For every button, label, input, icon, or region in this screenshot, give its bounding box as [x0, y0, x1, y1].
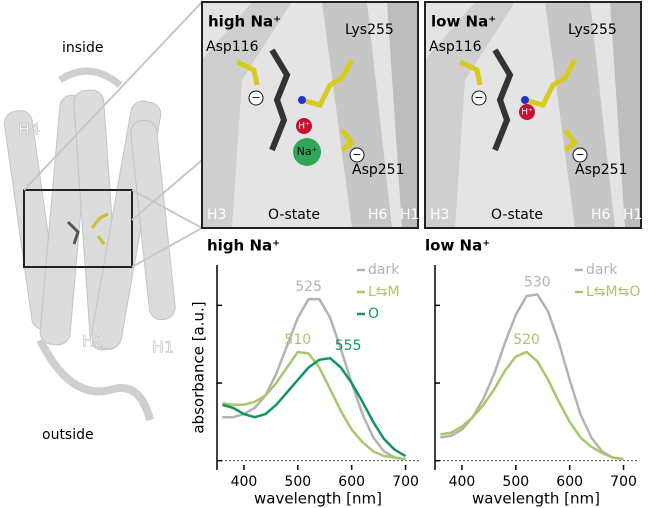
proton-circle [296, 118, 312, 134]
y-axis-label: absorbance [a.u.] [190, 301, 208, 433]
legend-label: dark [368, 262, 400, 278]
peak-label: 555 [335, 338, 362, 354]
charge-label: − [352, 148, 361, 161]
helix-band [545, 2, 615, 228]
peak-label: 525 [295, 279, 322, 295]
residue-label: Lys255 [568, 22, 617, 38]
structure-panels: high Na⁺ Asp116 Lys255 Asp251 H3 H6 H1 O-state −… [201, 1, 642, 229]
x-tick-label: 500 [284, 474, 311, 490]
nitrogen [298, 96, 306, 104]
helix-band [425, 2, 515, 228]
peak-label: 520 [513, 332, 540, 348]
series-line [222, 297, 406, 461]
charge-circle [471, 90, 487, 106]
proton-label: H⁺ [521, 108, 533, 118]
series-line [440, 293, 624, 461]
nitrogen [521, 96, 529, 104]
charge-label: − [575, 148, 584, 161]
proton-label: H⁺ [298, 122, 310, 132]
residue-label: Lys255 [345, 22, 394, 38]
sodium-circle [293, 138, 321, 166]
panel-border [201, 1, 419, 229]
zoom-box [23, 189, 133, 268]
charge-circle [572, 147, 588, 163]
panel-title: low Na⁺ [431, 13, 496, 31]
legend-label: L⇆M [368, 284, 400, 300]
helix-label: H3 [207, 207, 226, 223]
legend-label: L⇆M⇆O [586, 284, 640, 300]
legend-label: dark [586, 262, 618, 278]
series-line [440, 350, 624, 461]
lysine [524, 58, 578, 108]
retinal [492, 48, 514, 152]
helix-label: H1 [623, 207, 642, 223]
charge-circle [349, 147, 365, 163]
helix-band [202, 2, 292, 228]
sodium-label: Na⁺ [297, 145, 318, 158]
x-tick-label: 600 [338, 474, 365, 490]
helix-band [610, 2, 641, 228]
residue-label: Asp116 [429, 39, 482, 55]
residue-label: Asp116 [206, 39, 259, 55]
helix-label: H4 [18, 120, 40, 139]
x-tick-label: 400 [449, 474, 476, 490]
proton-circle [519, 104, 535, 120]
charge-label: − [251, 91, 260, 104]
asp116 [458, 59, 483, 86]
retinal [269, 48, 291, 152]
state-label: O-state [491, 207, 543, 223]
helix-label: H2 [82, 332, 104, 351]
asp251 [563, 128, 579, 153]
asp116 [235, 59, 260, 86]
helix-label: H3 [430, 207, 449, 223]
x-tick-label: 700 [610, 474, 637, 490]
x-tick-label: 600 [556, 474, 583, 490]
label-outside: outside [42, 427, 94, 443]
overview-sticks [66, 212, 109, 245]
series-line [222, 350, 406, 461]
state-label: O-state [268, 207, 320, 223]
peak-label: 510 [284, 332, 311, 348]
helix-label: H1 [152, 338, 174, 357]
lysine [301, 58, 355, 108]
legend-label: O [368, 306, 379, 322]
chart-title: low Na⁺ [425, 237, 490, 255]
helix-label: H1 [400, 207, 419, 223]
panel-border [424, 1, 642, 229]
charts: high Na⁺ 400 500 600 700 wavelength [nm] absor… [190, 237, 641, 508]
helix-band [387, 2, 418, 228]
asp251 [340, 128, 356, 153]
charge-label: − [474, 91, 483, 104]
residue-label: Asp251 [575, 162, 627, 178]
helix-label: H6 [368, 207, 388, 223]
zoom-lines [23, 1, 203, 268]
helix-label: H6 [591, 207, 611, 223]
peak-label: 530 [524, 275, 551, 291]
charge-circle [248, 90, 264, 106]
x-tick-label: 500 [502, 474, 529, 490]
residue-label: Asp251 [352, 162, 404, 178]
protein-ribbon [3, 67, 176, 422]
x-axis-label: wavelength [nm] [254, 490, 382, 508]
helix-band [322, 2, 392, 228]
label-inside: inside [62, 40, 103, 56]
x-tick-label: 700 [392, 474, 419, 490]
chart-title: high Na⁺ [207, 237, 280, 255]
panel-title: high Na⁺ [208, 13, 281, 31]
x-tick-label: 400 [231, 474, 258, 490]
series-line [222, 356, 407, 458]
x-axis-label: wavelength [nm] [472, 490, 600, 508]
